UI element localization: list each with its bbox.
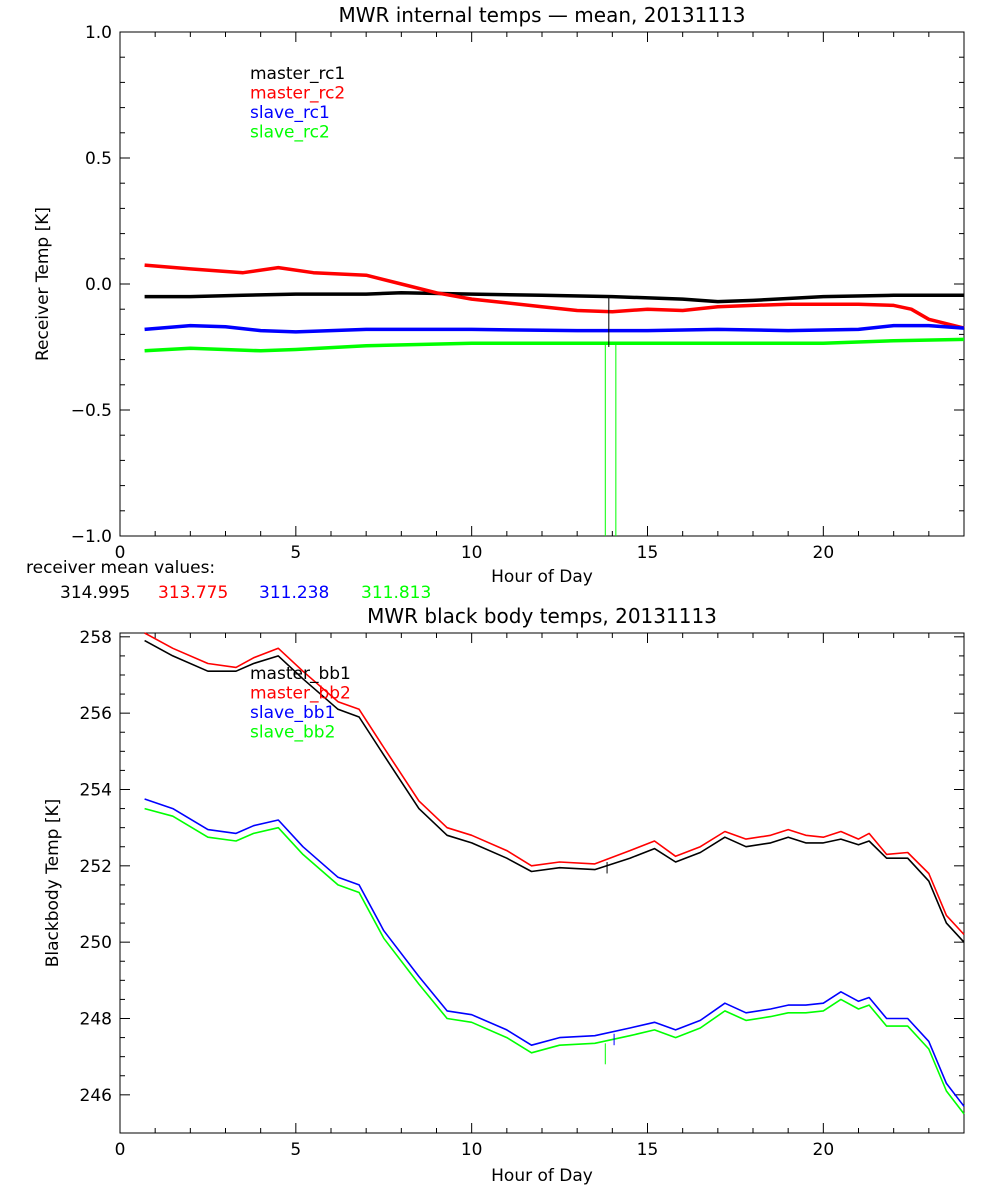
y-axis-label: Receiver Temp [K] [33,207,53,361]
series-line-slave-rc1 [144,323,965,334]
y-tick-label: −0.5 [71,401,112,421]
x-tick-label: 15 [637,1140,659,1160]
series-lines [144,263,965,536]
plot-area-frame [119,632,965,1134]
y-tick-label: 1.0 [85,23,112,43]
series-line-slave-bb2 [144,807,965,1115]
x-tick-label: 5 [290,1140,301,1160]
legend-entry-slave-bb1: slave_bb1 [250,703,335,723]
x-tick-label: 0 [115,1140,126,1160]
series-line-master-rc2 [144,263,965,330]
x-tick-label: 15 [637,543,659,563]
y-tick-label: 246 [80,1086,112,1106]
series-lines [144,632,965,1115]
mean-value-master-rc1: 314.995 [60,583,130,603]
axis-ticks: 0 5 10 15 20 −1.0 −0.5 0.0 0.5 1.0 [71,23,965,563]
receiver-mean-values: receiver mean values: 314.995 313.775 31… [26,558,431,603]
mean-value-slave-rc1: 311.238 [259,583,329,603]
axis-ticks: 0 5 10 15 20 246 248 250 252 254 256 258 [80,628,965,1160]
legend-entry-slave-rc1: slave_rc1 [250,103,330,123]
x-tick-label: 10 [461,1140,483,1160]
series-line-slave-rc2 [144,337,965,353]
y-tick-label: 0.0 [85,275,112,295]
legend-entry-master-bb1: master_bb1 [250,664,351,684]
legend-entry-slave-rc2: slave_rc2 [250,123,330,143]
series-line-master-bb2 [144,632,965,936]
mean-value-slave-rc2: 311.813 [361,583,431,603]
y-tick-label: 252 [80,857,112,877]
mean-values-label: receiver mean values: [26,558,215,578]
y-tick-label: 256 [80,704,112,724]
chart-title: MWR internal temps — mean, 20131113 [338,3,745,27]
y-tick-label: 0.5 [85,149,112,169]
y-tick-label: −1.0 [71,527,112,547]
x-tick-label: 20 [813,543,835,563]
legend-entry-slave-bb2: slave_bb2 [250,723,335,743]
y-axis-label: Blackbody Temp [K] [43,799,63,968]
plot-area-frame [119,31,965,537]
x-tick-label: 5 [290,543,301,563]
x-axis-label: Hour of Day [491,1166,593,1186]
y-tick-label: 254 [80,780,112,800]
mean-value-master-rc2: 313.775 [158,583,228,603]
x-tick-label: 20 [813,1140,835,1160]
x-tick-label: 10 [461,543,483,563]
series-line-slave-bb1 [144,798,965,1107]
x-axis-label: Hour of Day [491,567,593,587]
chart-title: MWR black body temps, 20131113 [367,604,717,628]
chart-blackbody-temps: MWR black body temps, 20131113 Hour of D… [43,604,965,1186]
chart-internal-temps: MWR internal temps — mean, 20131113 Hour… [33,3,965,587]
series-line-master-rc1 [144,291,964,304]
legend-entry-master-rc1: master_rc1 [250,64,345,84]
series-line-master-bb1 [144,639,965,943]
legend-entry-master-rc2: master_rc2 [250,84,345,104]
y-tick-label: 250 [80,933,112,953]
y-tick-label: 258 [80,628,112,648]
x-tick-label: 0 [115,543,126,563]
y-tick-label: 248 [80,1009,112,1029]
legend-entry-master-bb2: master_bb2 [250,684,351,704]
